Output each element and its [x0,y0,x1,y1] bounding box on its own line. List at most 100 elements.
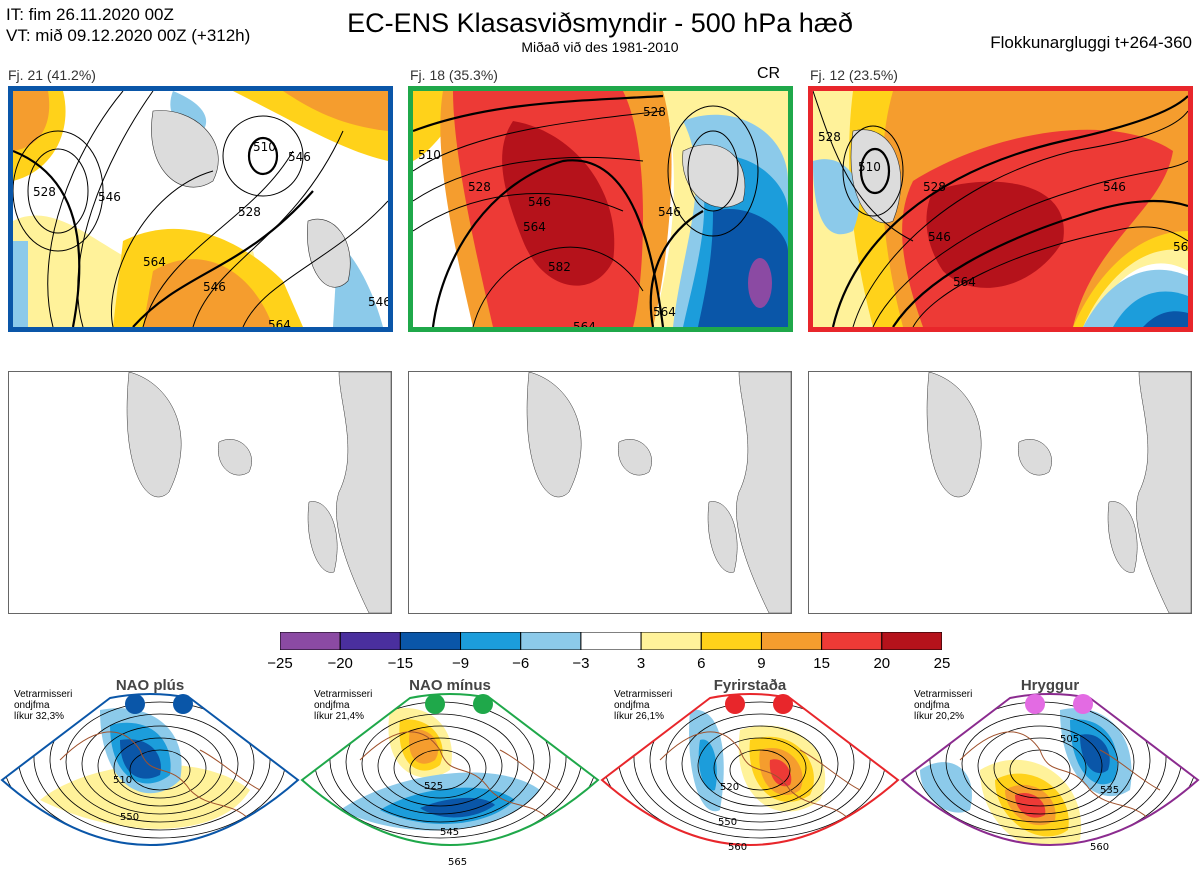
page-title: EC-ENS Klasasviðsmyndir - 500 hPa hæð [347,8,853,38]
colorbar-tick-label: 25 [933,655,951,672]
colorbar-graphic [279,631,943,651]
cluster-3-label: Fj. 12 (23.5%) [810,67,898,83]
contour-label: 546 [368,295,388,309]
colorbar [279,631,943,651]
colorbar-tick-label: 15 [813,655,830,672]
regime-map: 525 545 565 [300,690,600,871]
contour-label: 564 [1173,240,1188,254]
regime-contour-label: 560 [1090,842,1109,853]
contour-label: 564 [953,275,976,289]
colorbar-tick-label: −25 [267,655,293,672]
colorbar-tick-label: −9 [451,655,470,672]
regime-contour-label: 510 [113,775,132,786]
regime-title: Hryggur [1020,677,1080,694]
regime-contour-label: 535 [1100,785,1119,796]
empty-map-3 [808,371,1192,614]
regime-contour-label: 520 [720,782,739,793]
contour-label: 510 [418,148,441,162]
cluster-3-map-graphic: 510 528 546 564 546 528 564 [813,91,1188,327]
classification-window: Flokkunargluggi t+264-360 [990,33,1192,52]
valid-time: VT: mið 09.12.2020 00Z (+312h) [6,26,251,45]
regime-map: 510 550 [0,690,300,871]
colorbar-tick-label: 6 [697,655,706,672]
contour-label: 528 [33,185,56,199]
regime-contour-label: 550 [120,812,139,823]
page-subtitle: Miðað við des 1981-2010 [521,39,679,55]
regime-map: 505 535 560 [900,690,1200,871]
colorbar-segment [760,631,823,651]
control-run-tag: CR [757,65,781,82]
contour-label: 564 [573,320,596,327]
contour-label: 546 [1103,180,1126,194]
contour-label: 564 [143,255,166,269]
colorbar-segment [700,631,762,651]
regime-map-graphic: 510 550 [0,693,300,846]
cluster-1-map: 528 546 510 528 546 564 546 564 546 [8,86,393,332]
header-info: IT: fim 26.11.2020 00Z VT: mið 09.12.202… [6,4,250,46]
contour-label: 546 [928,230,951,244]
contour-label: 564 [523,220,546,234]
regime-contour-label: 565 [448,857,467,868]
regime-marker-dot [773,694,793,714]
colorbar-labels: −25 −20 −15 −9 −6 −3 3 6 9 15 20 25 [267,655,950,675]
regime-marker-dot [473,694,493,714]
colorbar-tick-label: 20 [873,655,891,672]
contour-label: 510 [858,160,881,174]
regime-info-line: líkur 26,1% [614,711,665,722]
cluster-2-map-graphic: 510 528 546 564 582 528 546 564 564 [413,91,788,327]
regime-info-line: ondjfma [314,700,350,711]
regime-info-line: ondjfma [914,700,950,711]
regime-contour-label: 525 [424,781,443,792]
regime-contour-label: 550 [718,817,737,828]
regime-info-line: Vetrarmisseri [314,689,373,700]
cluster-1-label: Fj. 21 (41.2%) [8,67,96,83]
regime-contour-label: 545 [440,827,459,838]
regime-info: Vetrarmisseri ondjfma líkur 26,1% [614,689,672,722]
contour-label: 546 [288,150,311,164]
regime-title: Fyrirstaða [713,677,787,694]
colorbar-segment [881,631,943,651]
regime-marker-dot [1025,694,1045,714]
contour-label: 528 [643,105,666,119]
empty-map-1 [8,371,392,614]
initial-time: IT: fim 26.11.2020 00Z [6,5,174,24]
regime-info-line: Vetrarmisseri [14,689,73,700]
contour-label: 546 [658,205,681,219]
colorbar-segment [339,631,401,651]
colorbar-segment [279,631,341,651]
colorbar-segment [399,631,462,651]
regime-info-line: Vetrarmisseri [914,689,973,700]
empty-map-3-graphic [926,371,1192,614]
regime-map-graphic: 520 550 560 [600,693,900,853]
regime-map-graphic: 525 545 565 [300,693,600,868]
regime-info-line: Vetrarmisseri [614,689,673,700]
contour-label: 528 [923,180,946,194]
cluster-1-map-graphic: 528 546 510 528 546 564 546 564 546 [13,91,388,327]
colorbar-tick-label: −20 [327,655,353,672]
contour-label: 546 [528,195,551,209]
regime-marker-dot [173,694,193,714]
empty-map-1-graphic [126,371,392,614]
colorbar-segment [640,631,702,651]
regime-map: 520 550 560 [600,690,900,871]
regime-info-line: ondjfma [14,700,50,711]
colorbar-segment [821,631,883,651]
colorbar-segment [580,631,642,651]
regime-marker-dot [1073,694,1093,714]
regime-contour-label: 560 [728,842,747,853]
colorbar-tick-label: −15 [387,655,414,672]
regime-info: Vetrarmisseri ondjfma líkur 32,3% [14,689,72,722]
contour-label: 546 [203,280,226,294]
contour-label: 564 [268,318,291,327]
contour-label: 510 [253,140,276,154]
colorbar-tick-label: 9 [757,655,766,672]
contour-label: 546 [98,190,121,204]
regime-marker-dot [125,694,145,714]
contour-label: 564 [653,305,676,319]
regime-contour-label: 505 [1060,734,1079,745]
regime-marker-dot [725,694,745,714]
regime-title: NAO mínus [409,677,491,694]
regime-marker-dot [425,694,445,714]
contour-label: 582 [548,260,571,274]
regime-info-line: líkur 21,4% [314,711,365,722]
